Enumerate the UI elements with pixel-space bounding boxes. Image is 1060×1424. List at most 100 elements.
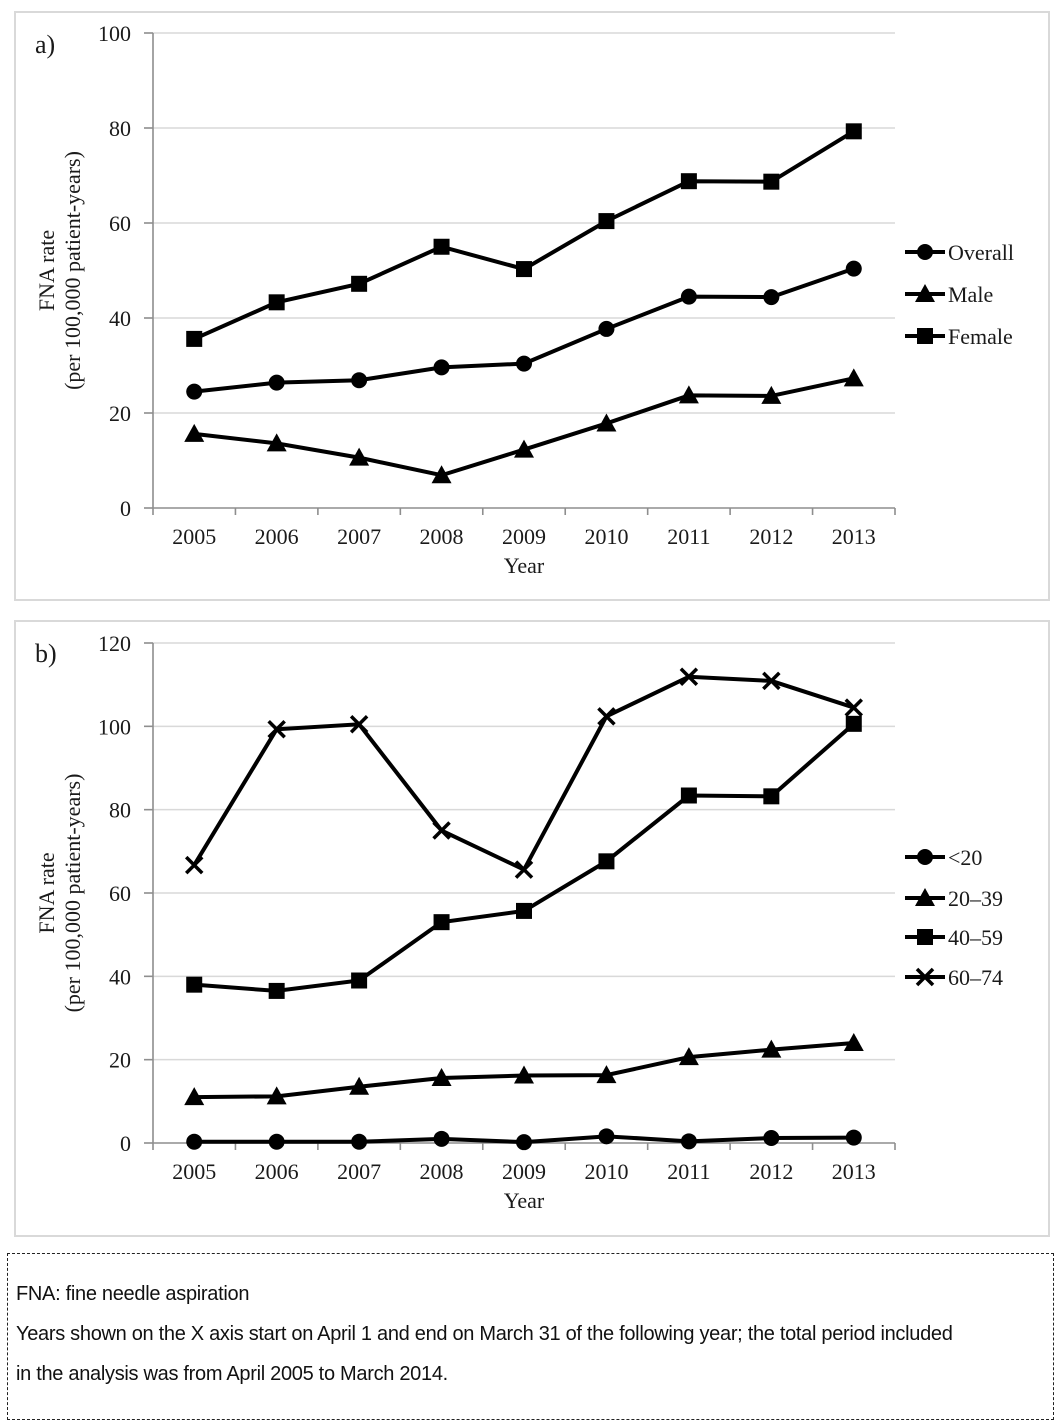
legend-label: Female <box>948 324 1013 349</box>
footnote-line: FNA: fine needle aspiration <box>16 1283 250 1305</box>
data-point-age-lt-20 <box>351 1133 368 1150</box>
x-tick-label: 2008 <box>420 524 464 549</box>
data-point-age-lt-20 <box>268 1133 285 1150</box>
data-point-age-lt-20 <box>680 1133 697 1150</box>
x-tick-label: 2013 <box>832 524 876 549</box>
series-age-40-59 <box>186 715 862 999</box>
data-point-female <box>433 238 450 255</box>
data-point-age-40-59 <box>433 914 450 931</box>
data-point-age-40-59 <box>351 972 368 989</box>
data-point-age-60-74 <box>184 855 204 875</box>
gridlines <box>153 32 895 414</box>
x-tick-label: 2007 <box>337 1159 381 1184</box>
data-point-age-20-39 <box>596 1065 617 1084</box>
data-point-overall <box>351 372 368 389</box>
series-line-female <box>193 129 855 341</box>
x-axis-title: Year <box>504 553 545 578</box>
footnote-line: in the analysis was from April 2005 to M… <box>16 1363 448 1385</box>
y-axis-title-line: FNA rate <box>34 230 59 311</box>
data-point-overall <box>516 355 532 372</box>
figure-panel-a: a) 0 20 40 60 80 100 2005 2006 2007 2008 2009 2010 2… <box>14 11 1050 601</box>
data-point-male <box>349 447 370 466</box>
legend-item-female: Female <box>905 324 1013 349</box>
y-tick-label: 20 <box>109 401 131 426</box>
data-point-male <box>514 439 534 458</box>
panel-a-label: a) <box>35 30 56 59</box>
series-female <box>186 123 862 347</box>
data-point-age-lt-20 <box>845 1129 862 1146</box>
legend-label: Overall <box>948 240 1014 265</box>
legend-item-age-60-74: 60–74 <box>905 965 1003 990</box>
y-axis-tick-labels: 0 20 40 60 80 100 <box>98 21 131 521</box>
data-point-age-40-59 <box>516 902 532 919</box>
series-age-20-39 <box>184 1033 864 1106</box>
legend-marker-age-lt-20 <box>917 849 933 865</box>
x-tick-label: 2006 <box>255 524 299 549</box>
data-point-male <box>678 385 699 404</box>
x-tick-label: 2009 <box>502 1159 546 1184</box>
x-axis-tick-labels: 2005 2006 2007 2008 2009 2010 2011 2012 2013 <box>172 1159 876 1184</box>
x-tick-label: 2005 <box>172 524 216 549</box>
legend-label: 40–59 <box>948 925 1003 950</box>
series-age-60-74 <box>184 667 864 879</box>
legend-marker-male <box>915 284 935 302</box>
axes <box>144 32 896 515</box>
legend-label: <20 <box>948 845 982 870</box>
data-point-female <box>186 330 203 347</box>
legend-label: 20–39 <box>948 886 1003 911</box>
y-tick-label: 20 <box>109 1048 131 1073</box>
data-point-age-20-39 <box>266 1086 287 1105</box>
series-male <box>184 368 864 484</box>
data-point-age-60-74 <box>267 720 286 739</box>
legend-marker-female <box>917 328 933 344</box>
data-point-age-40-59 <box>680 787 697 804</box>
data-point-age-40-59 <box>268 982 285 999</box>
legend-marker-age-60-74 <box>915 967 935 987</box>
data-point-age-20-39 <box>678 1047 699 1066</box>
series-line-male <box>193 376 855 478</box>
data-point-age-40-59 <box>845 715 862 732</box>
data-point-age-60-74 <box>762 671 781 691</box>
data-point-male <box>266 433 287 452</box>
series-line-age-60-74 <box>192 674 855 873</box>
data-point-age-lt-20 <box>186 1133 203 1150</box>
series-age-lt-20 <box>186 1128 862 1151</box>
y-tick-label: 120 <box>98 631 131 656</box>
data-point-age-40-59 <box>186 976 203 993</box>
legend-item-male: Male <box>905 282 993 307</box>
data-point-female <box>516 261 532 278</box>
legend-label: Male <box>948 282 993 307</box>
x-tick-label: 2009 <box>502 524 546 549</box>
legend-marker-age-20-39 <box>915 888 935 906</box>
data-point-age-lt-20 <box>433 1130 450 1147</box>
x-tick-label: 2012 <box>749 524 793 549</box>
x-tick-label: 2012 <box>749 1159 793 1184</box>
footnote-line: Years shown on the X axis start on April… <box>16 1323 953 1345</box>
data-point-age-60-74 <box>514 860 534 879</box>
x-tick-label: 2011 <box>667 524 710 549</box>
data-point-age-lt-20 <box>516 1134 532 1151</box>
x-tick-label: 2008 <box>420 1159 464 1184</box>
y-axis-tick-labels: 0 20 40 60 80 100 120 <box>98 631 131 1156</box>
data-point-male <box>761 385 782 404</box>
y-tick-label: 0 <box>120 1131 131 1156</box>
data-point-overall <box>845 260 862 277</box>
data-point-age-60-74 <box>679 667 699 686</box>
data-point-age-20-39 <box>514 1065 534 1084</box>
data-point-age-lt-20 <box>763 1130 780 1146</box>
y-tick-label: 100 <box>98 714 131 739</box>
x-tick-label: 2010 <box>584 1159 628 1184</box>
data-point-age-20-39 <box>431 1068 452 1086</box>
x-axis-tick-labels: 2005 2006 2007 2008 2009 2010 2011 2012 2013 <box>172 524 876 549</box>
series-line-age-40-59 <box>194 722 856 993</box>
y-tick-label: 0 <box>120 496 131 521</box>
data-point-female <box>351 275 368 292</box>
data-point-age-lt-20 <box>598 1128 615 1145</box>
series-line-overall <box>194 266 855 394</box>
y-tick-label: 40 <box>109 964 131 989</box>
y-tick-label: 60 <box>109 881 131 906</box>
y-tick-label: 40 <box>109 306 131 331</box>
data-point-age-40-59 <box>763 788 780 805</box>
data-point-overall <box>763 289 780 306</box>
